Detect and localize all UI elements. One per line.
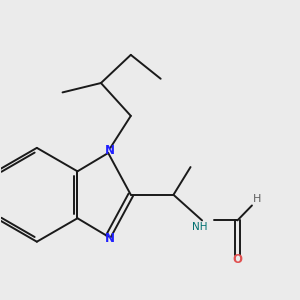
Text: O: O <box>232 253 242 266</box>
Text: NH: NH <box>192 222 208 232</box>
Text: N: N <box>105 232 115 245</box>
Text: H: H <box>253 194 261 204</box>
Text: N: N <box>105 144 115 158</box>
